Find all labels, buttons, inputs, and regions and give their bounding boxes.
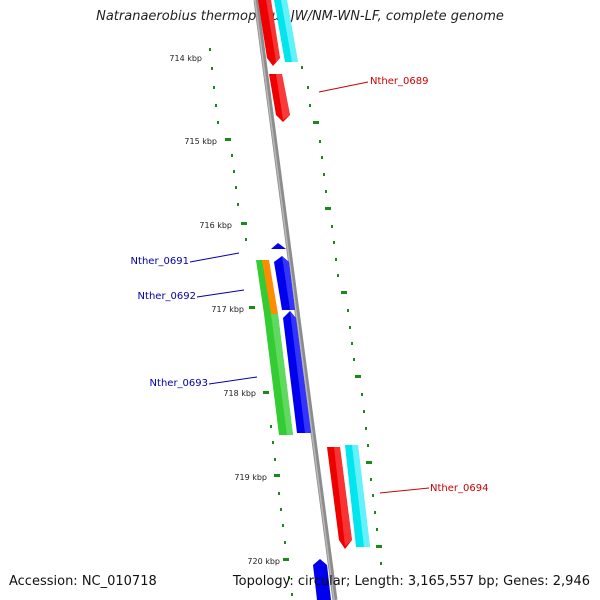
tick-label-717: 717 kbp [211,305,244,314]
forward-strand-features-top [258,0,298,66]
right-tick-track [301,66,382,565]
gene-label-nther-0693[interactable]: Nther_0693 [150,378,208,389]
gene-nther-0692[interactable] [256,256,295,314]
gene-nther-0694[interactable] [327,445,370,549]
tick-label-716: 716 kbp [199,221,232,230]
gene-label-nther-0691[interactable]: Nther_0691 [131,256,189,267]
tick-label-714: 714 kbp [169,54,202,63]
tick-label-720: 720 kbp [247,557,280,566]
tick-label-718: 718 kbp [223,389,256,398]
gene-label-nther-0692[interactable]: Nther_0692 [138,291,196,302]
topology-label: Topology: circular; Length: 3,165,557 bp… [232,574,590,589]
gene-label-nther-0694[interactable]: Nther_0694 [430,483,488,494]
gene-nther-0689[interactable] [269,74,290,122]
tick-label-719: 719 kbp [234,473,267,482]
gene-nther-0691-small[interactable] [271,243,286,249]
genome-backbone [253,0,338,600]
gene-nther-0693[interactable] [264,311,311,435]
gene-label-nther-0689[interactable]: Nther_0689 [370,76,428,87]
gene-blue-bottom [313,559,331,600]
left-tick-track [209,48,293,596]
map-title: Natranaerobius thermophilus JW/NM-WN-LF,… [96,9,504,24]
accession-label: Accession: NC_010718 [9,574,157,589]
tick-label-715: 715 kbp [184,137,217,146]
